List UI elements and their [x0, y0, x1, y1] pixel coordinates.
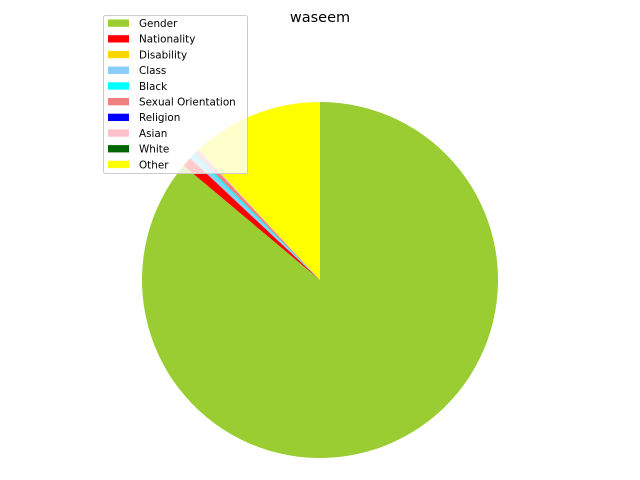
legend-swatch-gender [108, 20, 129, 27]
legend-label-black: Black [139, 81, 167, 93]
legend-label-gender: Gender [139, 18, 178, 30]
legend-swatch-sexual-orientation [108, 98, 129, 105]
legend-label-nationality: Nationality [139, 34, 195, 46]
legend-label-other: Other [139, 159, 169, 171]
legend-label-disability: Disability [139, 49, 187, 61]
legend-swatch-asian [108, 129, 129, 136]
legend: Gender Nationality Disability Class Black Sex… [104, 16, 248, 174]
legend-swatch-black [108, 82, 129, 89]
legend-swatch-religion [108, 114, 129, 121]
legend-swatch-other [108, 161, 129, 168]
legend-label-religion: Religion [139, 112, 180, 124]
legend-label-class: Class [139, 65, 166, 77]
legend-swatch-nationality [108, 35, 129, 42]
legend-swatch-white [108, 145, 129, 152]
legend-label-white: White [139, 144, 169, 156]
legend-swatch-disability [108, 51, 129, 58]
chart-title: waseem [290, 10, 350, 26]
legend-label-asian: Asian [139, 128, 167, 140]
legend-label-sexual-orientation: Sexual Orientation [139, 97, 236, 109]
legend-swatch-class [108, 67, 129, 74]
